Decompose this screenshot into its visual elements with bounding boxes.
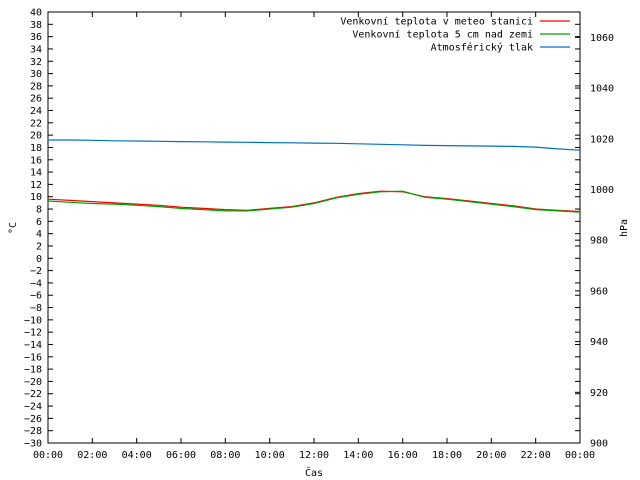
x-tick-label: 00:00 xyxy=(33,450,63,461)
y-tick-label: −10 xyxy=(24,315,42,326)
y-tick-label: 28 xyxy=(30,81,42,92)
legend: Venkovní teplota v meteo staniciVenkovní… xyxy=(340,16,570,54)
y-tick-label: −16 xyxy=(24,352,42,363)
legend-label-2: Atmosférický tlak xyxy=(431,42,533,54)
y-tick-label: 10 xyxy=(30,192,42,203)
y-tick-label: −12 xyxy=(24,328,42,339)
y2-tick-label: 1060 xyxy=(590,33,614,44)
y-tick-label: 18 xyxy=(30,143,42,154)
y-tick-label: 16 xyxy=(30,155,42,166)
x-tick-label: 18:00 xyxy=(432,450,462,461)
plot-frame xyxy=(47,11,581,444)
x-tick-label: 12:00 xyxy=(299,450,329,461)
x-tick-label: 20:00 xyxy=(476,450,506,461)
y-tick-label: 14 xyxy=(30,168,42,179)
series-line-2 xyxy=(48,139,581,151)
x-tick-label: 16:00 xyxy=(388,450,418,461)
y-tick-label: 30 xyxy=(30,69,42,80)
y-tick-label: 6 xyxy=(36,217,42,228)
y-tick-label: 24 xyxy=(30,106,42,117)
y-tick-label: −8 xyxy=(30,303,42,314)
x-tick-label: 22:00 xyxy=(521,450,551,461)
x-tick-label: 10:00 xyxy=(255,450,285,461)
y-tick-label: −22 xyxy=(24,389,42,400)
y-tick-label: 38 xyxy=(30,20,42,31)
y-tick-label: −6 xyxy=(30,291,42,302)
legend-label-0: Venkovní teplota v meteo stanici xyxy=(340,16,533,28)
y2-tick-label: 1040 xyxy=(590,84,614,95)
y-tick-label: −4 xyxy=(30,278,42,289)
y-tick-label: −20 xyxy=(24,377,42,388)
y2-tick-label: 980 xyxy=(590,236,608,247)
series-lines xyxy=(47,139,581,213)
y-axis-label: °C xyxy=(8,222,19,234)
y-tick-label: 2 xyxy=(36,241,42,252)
y-tick-label: −28 xyxy=(24,426,42,437)
y2-axis-label: hPa xyxy=(619,219,630,237)
y-tick-label: 40 xyxy=(30,8,42,19)
y-tick-label: 32 xyxy=(30,57,42,68)
y2-tick-label: 960 xyxy=(590,286,608,297)
y-tick-label: 20 xyxy=(30,131,42,142)
x-tick-label: 06:00 xyxy=(166,450,196,461)
y2-tick-label: 920 xyxy=(590,388,608,399)
x-axis: 00:00 02:00 04:00 06:00 08:00 10:00 12:00 14:00… xyxy=(33,12,595,461)
y-tick-label: 8 xyxy=(36,205,42,216)
y2-tick-label: 1020 xyxy=(590,134,614,145)
y-tick-label: −26 xyxy=(24,414,42,425)
x-tick-label: 04:00 xyxy=(122,450,152,461)
y-tick-label: 22 xyxy=(30,118,42,129)
x-tick-label: 08:00 xyxy=(210,450,240,461)
y-tick-label: −30 xyxy=(24,439,42,450)
y-tick-label: 12 xyxy=(30,180,42,191)
x-axis-label: Čas xyxy=(305,466,323,479)
y-tick-label: −2 xyxy=(30,266,42,277)
y-tick-label: −14 xyxy=(24,340,42,351)
y-tick-label: −18 xyxy=(24,365,42,376)
x-tick-label: 02:00 xyxy=(77,450,107,461)
series-line-0 xyxy=(47,190,581,213)
y-tick-label: 4 xyxy=(36,229,42,240)
y-tick-label: 36 xyxy=(30,32,42,43)
y-tick-label: 0 xyxy=(36,254,42,265)
y-tick-label: −24 xyxy=(24,402,42,413)
x-tick-label: 14:00 xyxy=(343,450,373,461)
y-axis-left: 4038363432302826242220181614121086420−2−… xyxy=(24,8,580,450)
y2-tick-label: 900 xyxy=(590,439,608,450)
y-tick-label: 34 xyxy=(30,44,42,55)
x-tick-label: 00:00 xyxy=(565,450,595,461)
y-axis-right: 1060 1040 1020 1000 980 960 940 920 900 xyxy=(575,33,614,450)
y2-tick-label: 940 xyxy=(590,337,608,348)
y2-tick-label: 1000 xyxy=(590,185,614,196)
series-line-1 xyxy=(47,190,581,213)
y-tick-label: 26 xyxy=(30,94,42,105)
legend-label-1: Venkovní teplota 5 cm nad zemí xyxy=(352,29,533,41)
